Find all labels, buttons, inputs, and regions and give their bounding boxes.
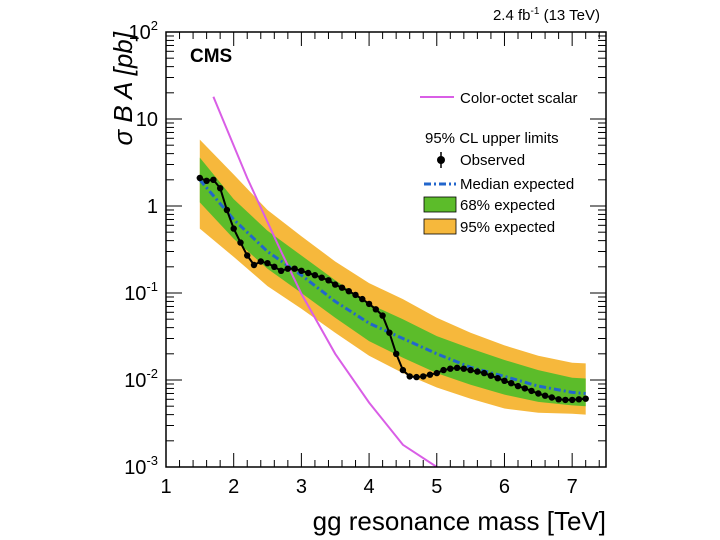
observed-point bbox=[318, 274, 325, 281]
observed-point bbox=[494, 375, 501, 382]
observed-point bbox=[230, 225, 237, 232]
y-tick-label: 10 bbox=[136, 109, 158, 131]
observed-point bbox=[223, 206, 231, 214]
x-tick-label: 4 bbox=[364, 476, 375, 498]
observed-point bbox=[433, 369, 440, 377]
observed-point bbox=[420, 373, 427, 380]
observed-point bbox=[277, 267, 285, 274]
observed-point bbox=[501, 377, 508, 384]
median-expected-line bbox=[198, 178, 586, 395]
observed-point bbox=[521, 385, 528, 392]
axis-ticks bbox=[165, 32, 606, 468]
observed-point bbox=[508, 380, 515, 387]
observed-point bbox=[555, 396, 562, 403]
observed-point bbox=[575, 396, 583, 403]
plot-frame bbox=[165, 31, 607, 468]
observed-point bbox=[284, 265, 291, 272]
observed-point bbox=[467, 366, 474, 374]
observed-point bbox=[569, 396, 576, 404]
legend-band95-swatch bbox=[423, 218, 457, 235]
observed-point bbox=[393, 350, 400, 357]
observed-point bbox=[562, 396, 569, 404]
observed-point bbox=[582, 395, 589, 402]
observed-point bbox=[548, 394, 555, 401]
observed-point bbox=[474, 368, 481, 375]
observed-point bbox=[196, 174, 203, 182]
observed-point bbox=[528, 387, 535, 395]
observed-point bbox=[386, 329, 393, 336]
tick-labels: 1 2 3 4 5 6 7 10-3 10-2 10-1 1 10 102 bbox=[124, 18, 578, 498]
observed-point bbox=[481, 369, 488, 377]
observed-point bbox=[203, 177, 210, 184]
legend-signal-label: Color-octet scalar bbox=[460, 90, 578, 107]
y-tick-label: 10-2 bbox=[124, 366, 158, 392]
legend-band68-swatch bbox=[423, 196, 457, 213]
observed-point bbox=[250, 261, 258, 269]
x-tick-label: 6 bbox=[499, 476, 510, 498]
observed-point bbox=[244, 252, 251, 259]
x-tick-label: 2 bbox=[228, 476, 239, 498]
observed-point bbox=[352, 291, 359, 299]
observed-point bbox=[406, 373, 413, 380]
observed-point bbox=[257, 258, 264, 265]
color-octet-scalar-line bbox=[212, 96, 438, 467]
y-axis-title: σ B A [pb] bbox=[108, 31, 138, 145]
x-tick-label: 1 bbox=[160, 476, 171, 498]
observed-point bbox=[332, 281, 339, 288]
legend-observed-label: Observed bbox=[460, 152, 525, 169]
observed-point bbox=[291, 265, 298, 272]
legend-median-label: Median expected bbox=[460, 176, 574, 193]
observed-point bbox=[359, 295, 366, 303]
x-tick-label: 3 bbox=[296, 476, 307, 498]
band-68-expected bbox=[199, 157, 586, 407]
observed-point bbox=[338, 284, 346, 291]
observed-point bbox=[379, 312, 386, 319]
observed-point bbox=[372, 306, 379, 313]
experiment-label: CMS bbox=[190, 46, 232, 67]
y-tick-label: 102 bbox=[129, 18, 158, 44]
x-tick-label: 5 bbox=[431, 476, 442, 498]
observed-point bbox=[325, 277, 332, 284]
x-axis-title: gg resonance mass [TeV] bbox=[313, 506, 606, 536]
observed-point bbox=[514, 382, 522, 390]
y-tick-label: 1 bbox=[147, 196, 158, 218]
observed-point bbox=[440, 366, 447, 374]
observed-line bbox=[199, 177, 586, 401]
legend-band68-label: 68% expected bbox=[460, 197, 555, 214]
observed-point bbox=[217, 185, 224, 192]
observed-point bbox=[541, 392, 549, 399]
observed-points bbox=[196, 174, 589, 404]
lumi-label: 2.4 fb-1 (13 TeV) bbox=[493, 6, 600, 24]
observed-point bbox=[487, 372, 495, 379]
legend-band95-label: 95% expected bbox=[460, 219, 555, 236]
observed-point bbox=[426, 371, 434, 378]
observed-point bbox=[413, 373, 420, 381]
observed-point bbox=[311, 272, 319, 279]
observed-point bbox=[210, 176, 217, 183]
observed-point bbox=[399, 366, 407, 374]
observed-point bbox=[535, 390, 542, 397]
y-tick-label: 10-1 bbox=[124, 279, 158, 305]
observed-point bbox=[264, 260, 271, 267]
observed-point bbox=[345, 288, 352, 295]
legend: Color-octet scalar 95% CL upper limits O… bbox=[420, 90, 578, 236]
legend-observed-marker bbox=[437, 156, 445, 164]
observed-point bbox=[271, 263, 278, 270]
observed-point bbox=[237, 239, 244, 246]
observed-point bbox=[298, 267, 305, 274]
x-tick-label: 7 bbox=[567, 476, 578, 498]
band-95-expected bbox=[199, 139, 586, 415]
observed-point bbox=[460, 365, 467, 372]
observed-point bbox=[305, 269, 312, 277]
legend-header: 95% CL upper limits bbox=[425, 130, 559, 147]
y-tick-label: 10-3 bbox=[124, 453, 158, 479]
observed-point bbox=[453, 364, 461, 371]
observed-point bbox=[447, 365, 454, 372]
observed-point bbox=[365, 300, 373, 308]
